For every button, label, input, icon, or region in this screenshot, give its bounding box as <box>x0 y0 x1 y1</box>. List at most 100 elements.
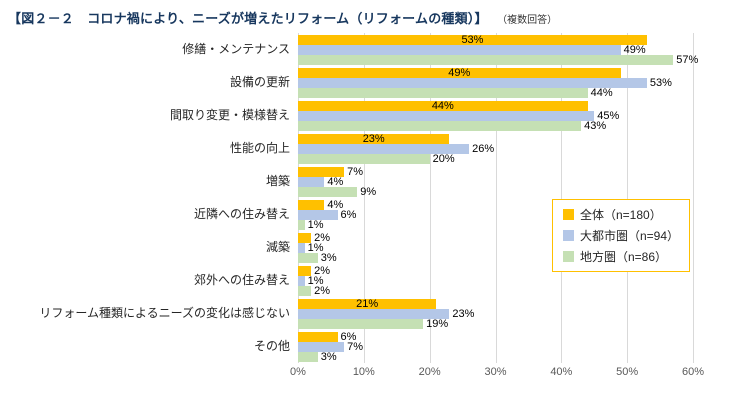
bar-track: 19% <box>298 317 693 330</box>
bar-value-label: 4% <box>327 175 344 188</box>
chart-title: 【図２－２ コロナ禍により、ニーズが増えたリフォーム（リフォームの種類）】 <box>8 11 488 26</box>
bar-track: 44% <box>298 86 693 99</box>
bar-track: 2% <box>298 264 693 277</box>
bar-value-label: 44% <box>590 86 613 99</box>
bar-series-2 <box>298 285 312 296</box>
gridline <box>363 33 365 363</box>
bar-series-2 <box>298 318 424 329</box>
bar-value-label: 7% <box>347 165 363 178</box>
legend-label: 大都市圏（n=94） <box>580 229 680 243</box>
gridline <box>693 33 694 363</box>
legend-item-series-0: 全体（n=180） <box>563 206 679 223</box>
bar-series-0 <box>298 166 345 177</box>
bar-series-2 <box>298 54 674 65</box>
gridline <box>298 33 299 363</box>
bar-track: 3% <box>298 350 693 363</box>
bar-track: 2% <box>298 284 693 297</box>
bar-value-label: 23% <box>452 307 475 320</box>
bar-series-1 <box>298 77 647 88</box>
bar-value-label: 2% <box>314 231 331 244</box>
chart-row: 間取り変更・模様替え 44% 45% 43% <box>6 99 739 132</box>
bar-series-1 <box>298 275 305 286</box>
gridline <box>429 33 431 363</box>
bar-series-1 <box>298 143 470 154</box>
bar-track: 49% <box>298 43 693 56</box>
x-tick-label: 40% <box>550 366 573 378</box>
bar-value-label: 2% <box>314 264 331 277</box>
bar-value-label: 20% <box>432 152 455 165</box>
chart-row: 近隣への住み替え 4% 6% 1% <box>6 198 739 231</box>
bar-track: 6% <box>298 331 693 343</box>
bar-series-1 <box>298 110 595 121</box>
bar-track: 1% <box>298 218 693 231</box>
bar-series-1 <box>298 44 621 55</box>
bar-value-label: 1% <box>307 218 324 231</box>
bar-group: 2% 1% 3% <box>298 231 693 264</box>
bar-value-label: 45% <box>597 109 620 122</box>
legend-swatch <box>563 209 574 220</box>
bar-track: 1% <box>298 274 693 287</box>
x-axis-ticks: 0% 10% 20% 30% 40% 50% 60% <box>290 366 704 382</box>
bar-track: 6% <box>298 208 693 221</box>
bar-track: 23% <box>298 132 693 145</box>
category-label: 設備の更新 <box>229 74 290 89</box>
bar-value-label: 53% <box>461 33 484 46</box>
bar-track: 53% <box>298 33 693 46</box>
bar-value-label: 23% <box>362 132 385 145</box>
legend-swatch <box>563 251 574 262</box>
gridline <box>495 33 497 363</box>
bar-track: 45% <box>298 109 693 122</box>
bar-track: 57% <box>298 54 698 66</box>
bar-track: 53% <box>298 77 693 89</box>
bar-group: 53% 49% 57% <box>298 33 698 66</box>
legend-label: 地方圏（n=86） <box>580 250 668 264</box>
bar-series-2 <box>298 351 318 362</box>
category-label: 近隣への住み替え <box>193 206 290 221</box>
bar-track: 3% <box>298 252 693 264</box>
bar-series-2 <box>298 219 305 230</box>
category-label: 修繕・メンテナンス <box>182 41 290 56</box>
legend-label: 全体（n=180） <box>580 208 662 222</box>
bar-series-0 <box>298 232 312 243</box>
bar-series-0 <box>298 331 338 342</box>
category-label: 減築 <box>265 239 290 254</box>
x-tick-label: 10% <box>352 366 375 378</box>
bar-series-1 <box>298 242 305 253</box>
bar-value-label: 57% <box>676 53 699 66</box>
bar-series-0 <box>298 67 621 78</box>
bar-group: 21% 23% 19% <box>298 298 693 330</box>
bar-group: 44% 45% 43% <box>298 99 693 132</box>
bar-value-label: 3% <box>320 350 337 363</box>
bar-value-label: 49% <box>448 66 471 79</box>
bar-value-label: 44% <box>431 99 454 112</box>
bar-value-label: 1% <box>307 274 324 287</box>
bar-value-label: 2% <box>314 284 331 297</box>
chart-row: 減築 2% 1% 3% <box>6 231 739 264</box>
bar-value-label: 19% <box>426 317 449 330</box>
bar-track: 9% <box>298 186 693 198</box>
bar-series-0 <box>298 265 312 276</box>
bar-track: 21% <box>298 298 693 310</box>
bar-value-label: 49% <box>623 43 646 56</box>
bar-series-2 <box>298 120 582 131</box>
chart-row: 修繕・メンテナンス 53% 49% 57% <box>6 33 739 66</box>
category-label: 郊外への住み替え <box>193 272 290 287</box>
bar-track: 1% <box>298 241 693 254</box>
bar-value-label: 6% <box>340 208 357 221</box>
bar-track: 49% <box>298 66 693 79</box>
category-label: 増築 <box>265 173 290 188</box>
bar-track: 7% <box>298 341 693 353</box>
plot-grid <box>298 33 694 363</box>
chart-subtitle: （複数回答） <box>497 15 558 26</box>
bar-track: 26% <box>298 143 693 155</box>
chart-row: 増築 7% 4% 9% <box>6 165 739 198</box>
bar-series-1 <box>298 341 345 352</box>
x-tick-label: 60% <box>681 366 705 378</box>
legend-item-series-1: 大都市圏（n=94） <box>563 227 679 244</box>
category-label: その他 <box>253 338 290 353</box>
bar-series-2 <box>298 153 430 164</box>
bar-value-label: 1% <box>307 241 324 254</box>
bar-group: 49% 53% 44% <box>298 66 693 99</box>
x-tick-label: 0% <box>290 366 306 378</box>
